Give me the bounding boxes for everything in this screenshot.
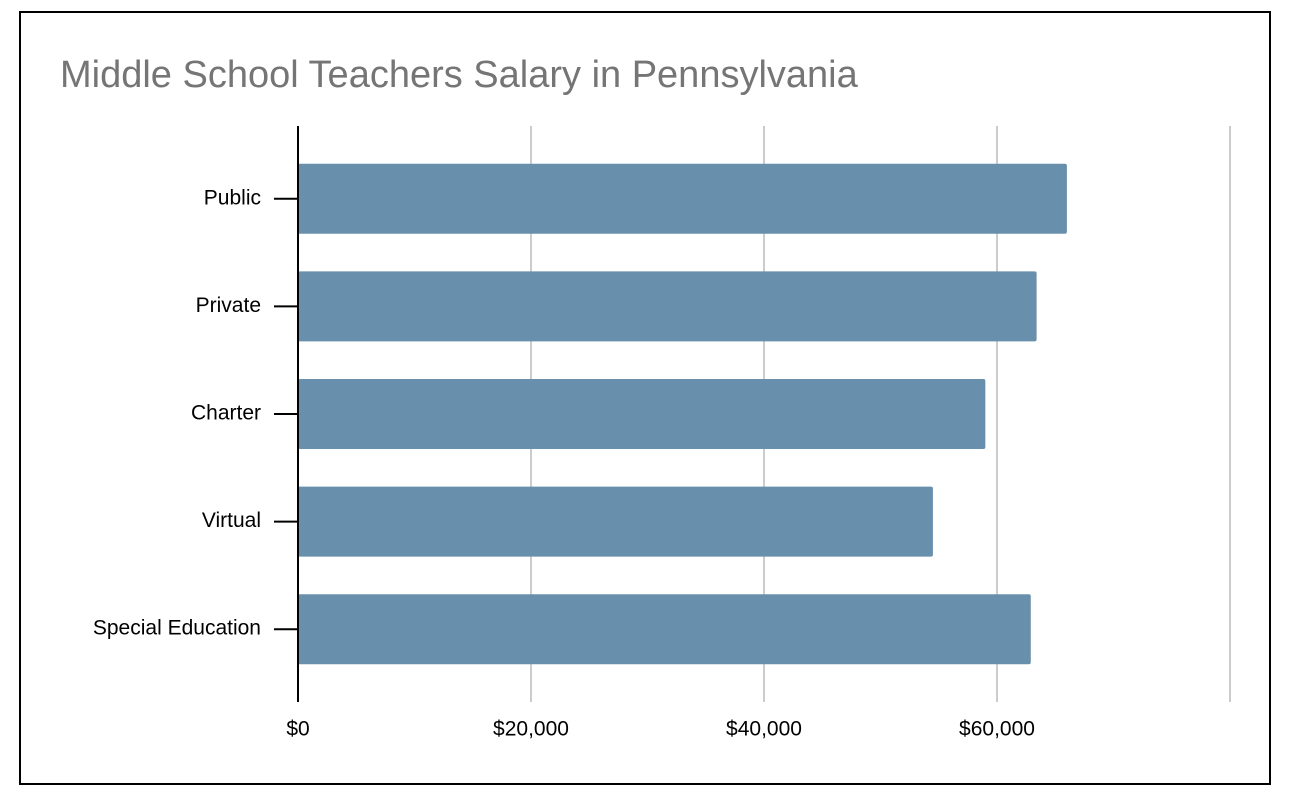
y-tick-label: Charter [191, 402, 261, 425]
y-tick-label: Public [204, 186, 261, 209]
x-tick-label: $20,000 [493, 718, 569, 741]
x-tick-label: $0 [286, 718, 309, 741]
chart-title: Middle School Teachers Salary in Pennsyl… [60, 54, 859, 96]
y-tick-label: Private [196, 294, 261, 317]
bar [298, 486, 933, 557]
bar [298, 163, 1067, 234]
bar [298, 594, 1031, 665]
bar [298, 271, 1037, 342]
x-tick-label: $60,000 [959, 718, 1035, 741]
bar [298, 379, 986, 449]
x-tick-label: $40,000 [726, 718, 802, 741]
y-tick-label: Special Education [93, 617, 261, 640]
y-tick-label: Virtual [202, 509, 261, 532]
